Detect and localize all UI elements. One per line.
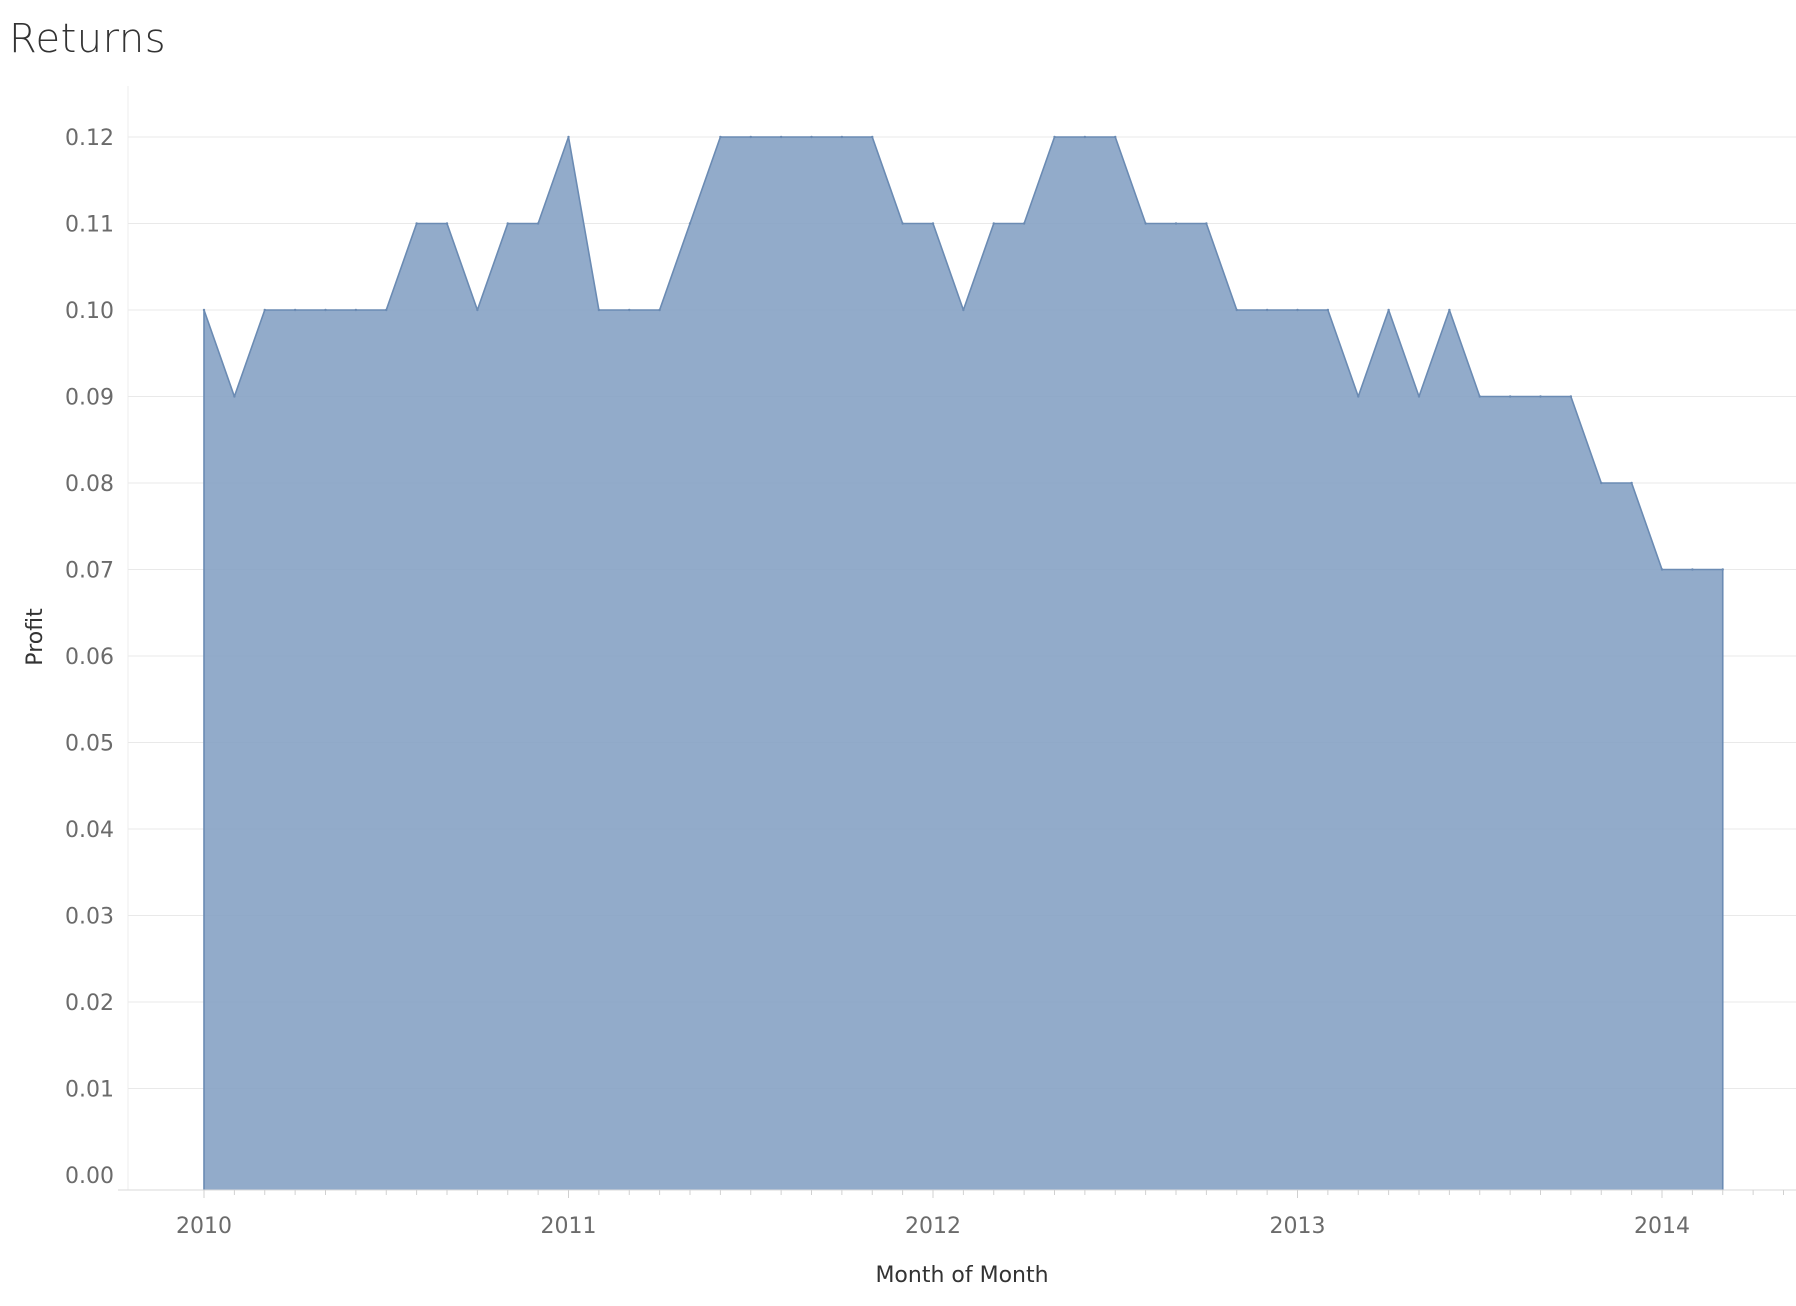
y-axis-title: Profit	[23, 608, 48, 666]
data-point	[385, 308, 388, 312]
y-tick-label: 0.04	[65, 818, 114, 843]
x-tick-label: 2013	[1270, 1214, 1326, 1239]
y-tick-label: 0.10	[65, 299, 114, 324]
data-point	[628, 308, 631, 312]
data-point	[1326, 308, 1330, 312]
data-point	[536, 222, 540, 225]
y-tick-label: 0.07	[65, 559, 114, 584]
data-point	[1022, 222, 1026, 225]
data-point	[779, 135, 783, 139]
data-point	[476, 308, 479, 312]
data-point	[1539, 395, 1542, 398]
area-layer	[202, 135, 1724, 1190]
data-point	[658, 308, 661, 312]
x-tick-label: 2011	[541, 1214, 597, 1239]
chart-title: Returns	[9, 16, 167, 62]
data-point	[1721, 568, 1724, 571]
data-point	[233, 395, 236, 398]
axis-layer: 0.00 0.01 0.02 0.03 0.04 0.05 0.06 0.07 0.08 0.09…	[65, 126, 1796, 1239]
data-point	[1448, 308, 1451, 312]
y-tick-label: 0.01	[65, 1078, 114, 1103]
data-point	[871, 135, 874, 139]
data-point	[202, 308, 206, 312]
data-point	[1357, 395, 1360, 398]
data-point	[1144, 222, 1147, 225]
y-tick-label: 0.00	[65, 1164, 114, 1189]
data-point	[901, 222, 904, 225]
x-tick-label: 2010	[176, 1214, 232, 1239]
data-point	[597, 308, 601, 312]
data-point	[1630, 481, 1633, 485]
data-point	[1660, 568, 1664, 571]
data-point	[749, 135, 752, 139]
data-point	[1083, 135, 1087, 139]
data-point	[962, 308, 965, 312]
data-point	[263, 308, 266, 312]
y-tick-label: 0.06	[65, 645, 114, 670]
x-axis-title: Month of Month	[875, 1263, 1048, 1288]
area-fill	[204, 137, 1723, 1190]
y-tick-label: 0.09	[65, 386, 114, 411]
data-point	[810, 135, 813, 139]
data-point	[688, 222, 692, 225]
data-point	[1569, 395, 1573, 398]
y-tick-label: 0.08	[65, 472, 114, 497]
y-tick-label: 0.05	[65, 732, 114, 757]
data-point	[1296, 308, 1299, 312]
data-point	[1205, 222, 1208, 225]
data-point	[931, 222, 935, 225]
data-point	[1508, 395, 1512, 398]
y-tick-label: 0.11	[65, 213, 114, 238]
data-point	[1053, 135, 1056, 139]
data-point	[1600, 481, 1603, 485]
data-point	[1417, 395, 1421, 398]
data-point	[415, 222, 418, 225]
y-tick-label: 0.03	[65, 905, 114, 930]
data-point	[719, 135, 722, 139]
data-point	[1265, 308, 1269, 312]
y-tick-label: 0.02	[65, 991, 114, 1016]
y-tick-label: 0.12	[65, 126, 114, 151]
data-point	[1691, 568, 1694, 571]
data-point	[840, 135, 844, 139]
data-point	[1235, 308, 1238, 312]
data-point	[992, 222, 995, 225]
data-point	[293, 308, 297, 312]
data-point	[354, 308, 358, 312]
data-point	[1478, 395, 1481, 398]
x-tick-label: 2012	[905, 1214, 961, 1239]
data-point	[567, 135, 570, 139]
data-point	[1174, 222, 1178, 225]
x-tick-label: 2014	[1634, 1214, 1690, 1239]
data-point	[1387, 308, 1390, 312]
data-point	[1114, 135, 1117, 139]
data-point	[445, 222, 449, 225]
data-point	[506, 222, 509, 225]
data-point	[324, 308, 327, 312]
